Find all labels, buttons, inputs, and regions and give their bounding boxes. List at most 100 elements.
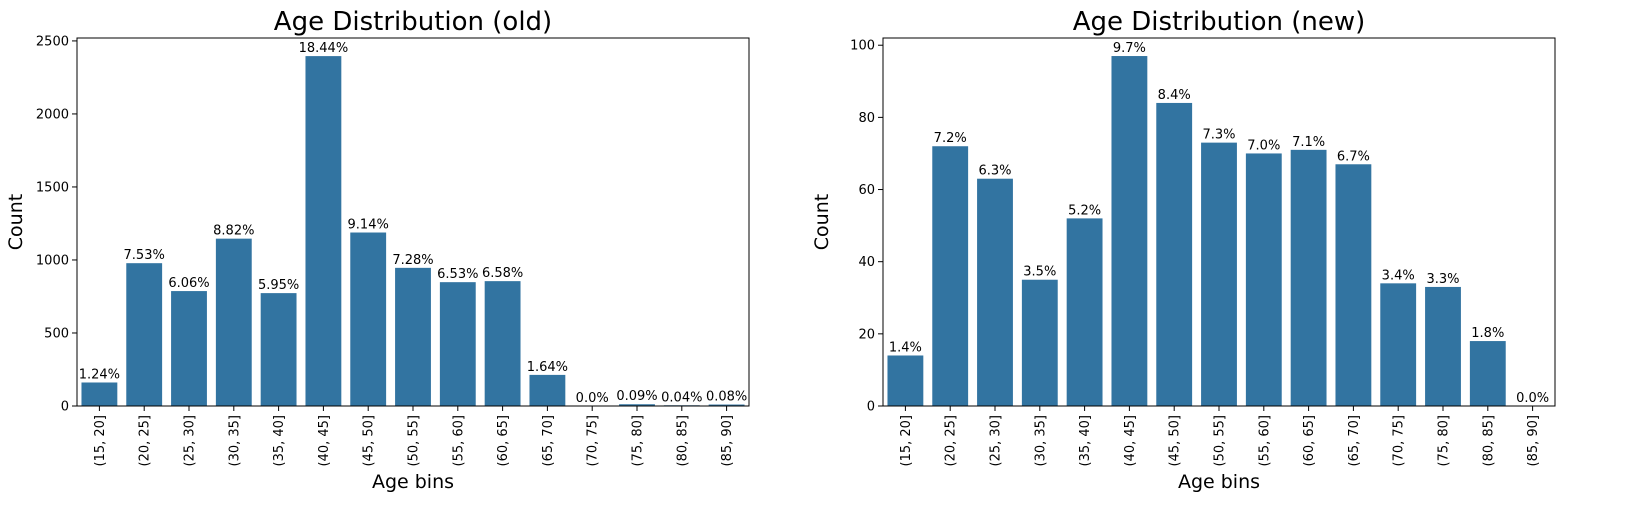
x-tick-label: (50, 55] <box>407 415 422 467</box>
bar-data-label: 5.2% <box>1068 203 1101 218</box>
bar-data-label: 6.53% <box>437 267 478 282</box>
chart-title: Age Distribution (new) <box>1073 7 1366 37</box>
bar-data-label: 3.3% <box>1426 272 1459 287</box>
bar-data-label: 7.1% <box>1292 135 1325 150</box>
y-tick-label: 2500 <box>36 34 69 49</box>
bar-data-label: 7.0% <box>1247 138 1280 153</box>
y-tick-label: 1500 <box>36 180 69 195</box>
y-axis-label: Count <box>5 194 27 250</box>
bar <box>1380 283 1417 406</box>
bar <box>708 404 745 406</box>
y-tick-label: 100 <box>850 39 875 54</box>
bar-data-label: 6.3% <box>978 164 1011 179</box>
x-axis-label: Age bins <box>372 471 454 493</box>
bar <box>1111 56 1148 406</box>
bar-data-label: 1.4% <box>889 340 922 355</box>
x-tick-label: (55, 60] <box>451 415 466 467</box>
x-tick-label: (20, 25] <box>138 415 153 467</box>
y-tick-label: 500 <box>44 326 69 341</box>
bar-data-label: 0.08% <box>706 390 747 405</box>
bar <box>977 178 1013 406</box>
bar <box>350 232 387 406</box>
x-tick-label: (60, 65] <box>496 415 511 467</box>
bar-data-label: 0.0% <box>1516 391 1549 406</box>
bar <box>1201 142 1237 407</box>
x-tick-label: (75, 80] <box>631 415 646 467</box>
x-tick-label: (70, 75] <box>586 415 601 467</box>
y-tick-label: 20 <box>858 327 875 342</box>
x-tick-label: (25, 30] <box>989 415 1004 467</box>
bar <box>126 263 163 406</box>
bar <box>395 267 431 406</box>
bar-data-label: 8.82% <box>213 224 254 239</box>
x-tick-label: (40, 45] <box>317 415 332 467</box>
bar <box>932 146 969 406</box>
y-tick-label: 0 <box>867 400 875 415</box>
x-tick-label: (65, 70] <box>541 415 556 467</box>
bar <box>1469 341 1506 406</box>
bar <box>1156 102 1193 407</box>
x-tick-label: (70, 75] <box>1392 415 1407 467</box>
x-tick-label: (45, 50] <box>362 415 377 467</box>
bar <box>171 291 207 406</box>
bar-data-label: 7.53% <box>124 248 165 263</box>
bar <box>1066 218 1103 406</box>
chart-panel-2: 1.4% 7.2% 6.3% 3.5% 5.2% 9.7% 8.4% 7.3% 7.0% 7.1%… <box>811 7 1556 493</box>
bar-data-label: 0.0% <box>576 391 609 406</box>
bar <box>1335 164 1372 406</box>
bar-data-label: 9.14% <box>348 218 389 233</box>
bar-data-label: 6.7% <box>1337 149 1370 164</box>
bar <box>1425 286 1461 406</box>
y-tick-label: 2000 <box>36 107 69 122</box>
bar-data-label: 7.28% <box>392 253 433 268</box>
bar <box>1021 279 1058 406</box>
x-tick-label: (85, 90] <box>720 415 735 467</box>
bar <box>1245 153 1282 406</box>
x-tick-label: (30, 35] <box>1033 415 1048 467</box>
y-tick-label: 80 <box>858 111 875 126</box>
x-tick-label: (15, 20] <box>93 415 108 467</box>
x-tick-label: (35, 40] <box>272 415 287 467</box>
bar-data-label: 6.06% <box>168 276 209 291</box>
y-tick-label: 60 <box>858 183 875 198</box>
x-tick-label: (35, 40] <box>1078 415 1093 467</box>
bar <box>484 281 521 406</box>
x-tick-label: (50, 55] <box>1213 415 1228 467</box>
x-tick-label: (60, 65] <box>1302 415 1317 467</box>
bar-data-label: 0.04% <box>661 390 702 405</box>
x-tick-label: (80, 85] <box>1481 415 1496 467</box>
bar <box>1290 149 1327 406</box>
x-tick-label: (40, 45] <box>1123 415 1138 467</box>
x-tick-label: (20, 25] <box>944 415 959 467</box>
bar <box>215 238 252 406</box>
bar-data-label: 8.4% <box>1158 88 1191 103</box>
x-tick-label: (15, 20] <box>899 415 914 467</box>
y-axis-label: Count <box>811 194 833 250</box>
bar-data-label: 9.7% <box>1113 41 1146 56</box>
bar-data-label: 3.5% <box>1023 265 1056 280</box>
bar-data-label: 1.8% <box>1471 326 1504 341</box>
x-tick-label: (75, 80] <box>1437 415 1452 467</box>
bar-data-label: 7.2% <box>934 131 967 146</box>
y-tick-label: 1000 <box>36 253 69 268</box>
x-tick-label: (25, 30] <box>183 415 198 467</box>
x-tick-label: (45, 50] <box>1168 415 1183 467</box>
bar <box>619 404 655 406</box>
bar <box>260 293 297 406</box>
bar-data-label: 6.58% <box>482 266 523 281</box>
x-tick-label: (30, 35] <box>227 415 242 467</box>
x-tick-label: (85, 90] <box>1526 415 1541 467</box>
bar <box>81 382 118 406</box>
bar-data-label: 1.64% <box>527 360 568 375</box>
chart-title: Age Distribution (old) <box>274 7 552 37</box>
bar-data-label: 7.3% <box>1202 128 1235 143</box>
x-axis-label: Age bins <box>1178 471 1260 493</box>
bar-data-label: 5.95% <box>258 278 299 293</box>
bar-data-label: 1.24% <box>79 367 120 382</box>
bar <box>439 282 476 406</box>
x-tick-label: (55, 60] <box>1257 415 1272 467</box>
bar-data-label: 3.4% <box>1382 268 1415 283</box>
x-tick-label: (80, 85] <box>675 415 690 467</box>
bar <box>305 56 342 406</box>
